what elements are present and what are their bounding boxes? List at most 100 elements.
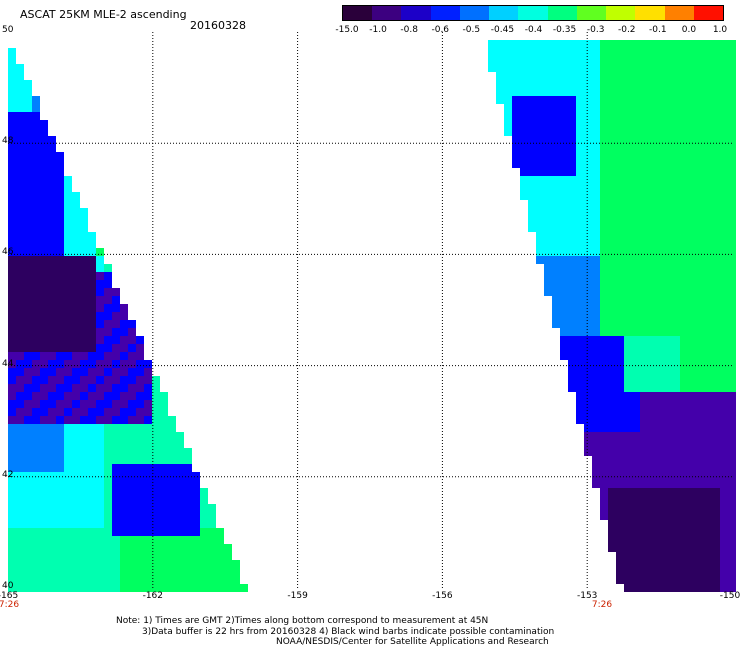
right-swath-pixel — [584, 240, 592, 248]
right-swath-pixel — [528, 192, 536, 200]
left-swath-pixel — [72, 552, 80, 560]
right-swath-pixel — [640, 304, 648, 312]
left-swath-pixel — [120, 496, 128, 504]
left-swath-pixel — [104, 568, 112, 576]
right-swath-pixel — [600, 88, 608, 96]
right-swath-pixel — [720, 48, 728, 56]
right-swath-pixel — [688, 336, 696, 344]
right-swath-pixel — [696, 576, 704, 584]
left-swath-pixel — [48, 248, 56, 256]
right-swath-pixel — [536, 144, 544, 152]
right-swath-pixel — [704, 104, 712, 112]
left-swath-pixel — [48, 552, 56, 560]
left-swath-pixel — [32, 368, 40, 376]
left-swath-pixel — [80, 528, 88, 536]
left-swath-pixel — [120, 352, 128, 360]
right-swath-pixel — [712, 352, 720, 360]
right-swath-pixel — [656, 168, 664, 176]
right-swath-pixel — [720, 88, 728, 96]
left-swath-pixel — [216, 528, 224, 536]
left-swath-pixel — [48, 384, 56, 392]
right-swath-pixel — [640, 504, 648, 512]
left-swath-pixel — [168, 416, 176, 424]
left-swath-pixel — [16, 352, 24, 360]
left-swath-pixel — [16, 368, 24, 376]
left-swath-pixel — [56, 400, 64, 408]
right-swath-pixel — [672, 120, 680, 128]
right-swath-pixel — [616, 72, 624, 80]
right-swath-pixel — [664, 408, 672, 416]
right-swath-pixel — [680, 440, 688, 448]
right-swath-pixel — [648, 256, 656, 264]
right-swath-pixel — [688, 480, 696, 488]
right-swath-pixel — [608, 216, 616, 224]
left-swath-pixel — [48, 160, 56, 168]
left-swath-pixel — [56, 184, 64, 192]
right-swath-pixel — [648, 248, 656, 256]
right-swath-pixel — [600, 168, 608, 176]
right-swath-pixel — [688, 200, 696, 208]
left-swath-pixel — [200, 544, 208, 552]
left-swath-pixel — [16, 280, 24, 288]
left-swath-pixel — [32, 392, 40, 400]
right-swath-pixel — [536, 240, 544, 248]
right-swath-pixel — [520, 80, 528, 88]
right-swath-pixel — [664, 320, 672, 328]
right-swath-pixel — [552, 56, 560, 64]
right-swath-pixel — [592, 288, 600, 296]
right-swath-pixel — [544, 152, 552, 160]
right-swath-pixel — [560, 64, 568, 72]
left-swath-pixel — [96, 480, 104, 488]
left-swath-pixel — [152, 400, 160, 408]
left-swath-pixel — [48, 416, 56, 424]
right-swath-pixel — [576, 144, 584, 152]
right-swath-pixel — [584, 368, 592, 376]
right-swath-pixel — [720, 400, 728, 408]
right-swath-pixel — [640, 336, 648, 344]
right-swath-pixel — [728, 48, 736, 56]
left-swath-pixel — [24, 344, 32, 352]
left-swath-pixel — [48, 504, 56, 512]
left-swath-pixel — [88, 464, 96, 472]
left-swath-pixel — [88, 240, 96, 248]
right-swath-pixel — [704, 232, 712, 240]
right-swath-pixel — [544, 56, 552, 64]
right-swath-pixel — [648, 88, 656, 96]
left-swath-pixel — [32, 536, 40, 544]
right-swath-pixel — [672, 296, 680, 304]
left-swath-pixel — [72, 224, 80, 232]
right-swath-pixel — [584, 144, 592, 152]
right-swath-pixel — [720, 464, 728, 472]
left-swath-pixel — [176, 440, 184, 448]
right-swath-pixel — [616, 384, 624, 392]
right-swath-pixel — [656, 544, 664, 552]
left-swath-pixel — [160, 440, 168, 448]
left-swath-pixel — [216, 552, 224, 560]
right-swath-pixel — [584, 440, 592, 448]
time-label-right: 7:26 — [591, 600, 613, 610]
right-swath-pixel — [592, 248, 600, 256]
right-swath-pixel — [656, 416, 664, 424]
right-swath-pixel — [552, 248, 560, 256]
right-swath-pixel — [632, 480, 640, 488]
right-swath-pixel — [720, 392, 728, 400]
right-swath-pixel — [696, 288, 704, 296]
left-swath-pixel — [8, 240, 16, 248]
left-swath-pixel — [24, 224, 32, 232]
right-swath-pixel — [560, 72, 568, 80]
left-swath-pixel — [144, 584, 152, 592]
right-swath-pixel — [656, 392, 664, 400]
right-swath-pixel — [648, 200, 656, 208]
left-swath-pixel — [16, 376, 24, 384]
right-swath-pixel — [712, 384, 720, 392]
right-swath-pixel — [720, 504, 728, 512]
right-swath-pixel — [656, 232, 664, 240]
right-swath-pixel — [584, 424, 592, 432]
right-swath-pixel — [544, 264, 552, 272]
right-swath-pixel — [584, 232, 592, 240]
right-swath-pixel — [728, 336, 736, 344]
left-swath-pixel — [152, 424, 160, 432]
left-swath-pixel — [80, 480, 88, 488]
left-swath-pixel — [56, 432, 64, 440]
left-swath-pixel — [40, 352, 48, 360]
